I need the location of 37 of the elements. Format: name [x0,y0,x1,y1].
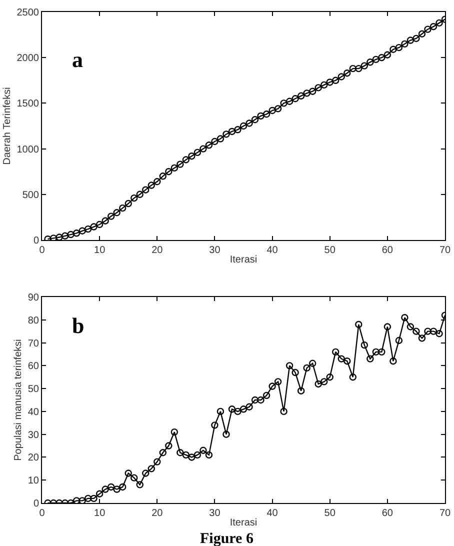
x-tick-label: 10 [94,245,106,256]
y-tick-label: 2000 [16,53,40,64]
x-axis-title: Iterasi [230,254,258,266]
y-tick-label: 70 [28,338,40,350]
y-tick-label: 1000 [16,144,40,156]
x-tick-label: 20 [152,508,164,519]
x-tick-label: 70 [439,508,451,519]
y-tick-label: 0 [33,498,40,510]
y-tick-label: 80 [28,315,40,326]
y-tick-label: 10 [28,476,40,487]
y-axis-title: Daerah Terinfeksi [2,87,13,165]
x-tick-label: 40 [266,508,278,519]
x-tick-label: 10 [94,508,106,519]
y-tick-label: 90 [28,292,40,304]
annotation: a [72,47,83,72]
y-tick-label: 1500 [16,98,40,110]
y-axis-title: Populasi manusia terinfeksi [12,339,24,461]
x-tick-label: 50 [324,508,336,519]
y-tick-label: 2500 [16,8,40,18]
x-tick-label: 20 [152,245,164,256]
x-tick-label: 40 [266,245,278,256]
x-tick-label: 50 [324,245,336,256]
y-tick-label: 60 [28,361,40,372]
caption: Figure 6 [200,531,254,546]
y-tick-label: 500 [22,190,40,201]
x-tick-label: 70 [439,245,451,256]
y-tick-label: 50 [28,384,40,396]
annotation: b [72,313,84,338]
x-axis-title: Iterasi [230,518,258,528]
x-tick-label: 60 [382,245,394,256]
x-tick-label: 60 [382,508,394,519]
x-tick-label: 30 [209,508,221,519]
y-tick-label: 30 [28,430,40,441]
y-tick-label: 0 [33,236,40,246]
x-tick-label: 30 [209,245,221,256]
y-tick-label: 40 [28,406,40,418]
y-tick-label: 20 [28,452,40,464]
